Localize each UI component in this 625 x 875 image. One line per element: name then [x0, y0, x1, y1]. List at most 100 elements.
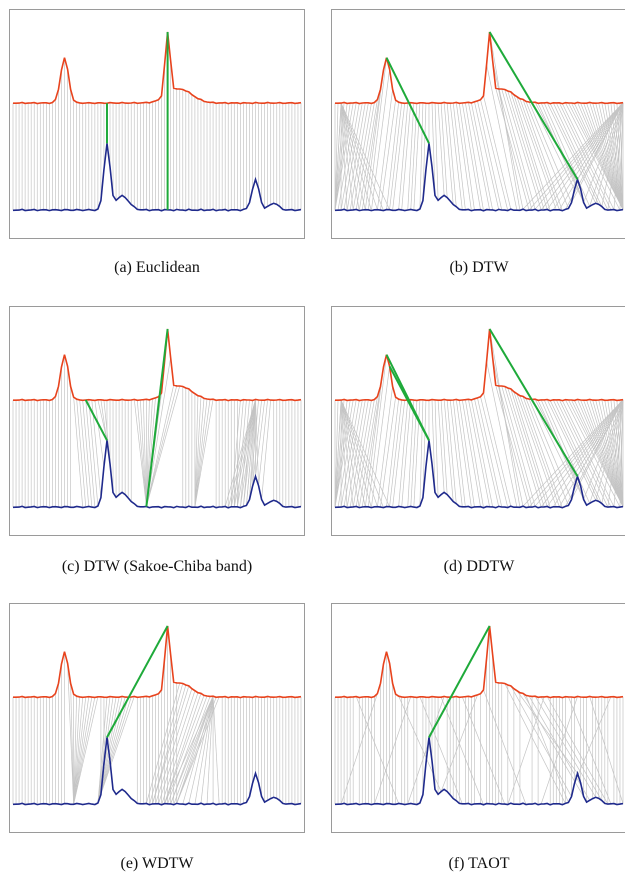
alignment-line — [483, 95, 512, 210]
alignment-line — [334, 399, 345, 508]
alignment-line — [194, 696, 214, 805]
alignment-line — [76, 399, 87, 508]
alignment-line — [440, 697, 484, 805]
alignment-line — [194, 399, 214, 508]
alignment-line — [516, 393, 557, 507]
alignment-line — [73, 696, 81, 805]
alignment-line — [340, 400, 354, 507]
panel-wdtw — [9, 603, 305, 833]
alignment-line — [422, 400, 427, 498]
alignment-line — [227, 399, 256, 508]
alignment-line — [607, 399, 624, 508]
alignment-line — [212, 696, 220, 804]
alignment-line — [528, 399, 624, 508]
caption-euclidean: (a) Euclidean — [114, 259, 200, 276]
alignment-line — [583, 103, 624, 210]
alignment-line — [364, 366, 384, 507]
alignment-line — [200, 696, 214, 804]
alignment-line — [525, 101, 569, 209]
alignment-line — [194, 398, 208, 508]
alignment-line — [340, 103, 366, 210]
alignment-line — [249, 399, 256, 500]
alignment-line — [546, 696, 609, 805]
alignment-line — [398, 399, 409, 507]
alignment-line — [173, 696, 214, 805]
alignment-line — [461, 102, 481, 210]
alignment-line — [492, 60, 524, 210]
alignment-line — [389, 399, 403, 507]
alignment-line — [565, 399, 624, 507]
alignment-line — [522, 399, 624, 507]
alignment-line — [398, 102, 409, 210]
alignment-line — [170, 696, 211, 805]
alignment-line — [340, 400, 366, 507]
alignment-line — [374, 696, 412, 804]
alignment-line — [410, 400, 418, 507]
alignment-line — [501, 88, 536, 210]
alignment-line — [334, 102, 345, 211]
alignment-line — [574, 400, 624, 507]
alignment-line — [139, 400, 147, 507]
alignment-line — [389, 102, 403, 210]
bottom-series — [12, 440, 302, 509]
alignment-line — [97, 696, 135, 804]
alignment-line — [255, 399, 259, 486]
highlight-alignment — [145, 328, 169, 507]
alignment-line — [340, 103, 360, 211]
alignment-line — [392, 103, 406, 211]
alignment-line — [334, 103, 339, 211]
alignment-line — [589, 696, 624, 804]
alignment-line — [607, 102, 624, 211]
bottom-series — [334, 737, 624, 806]
alignment-line — [419, 399, 424, 506]
alignment-line — [501, 385, 536, 507]
alignment-line — [601, 399, 624, 504]
alignment-line — [97, 697, 129, 804]
alignment-line — [255, 400, 265, 477]
alignment-line — [543, 102, 590, 207]
alignment-line — [233, 399, 256, 507]
alignment-line — [79, 399, 90, 507]
alignment-line — [534, 102, 624, 210]
alignment-line — [598, 399, 624, 507]
alignment-line — [513, 94, 551, 211]
alignment-line — [601, 102, 624, 207]
alignment-line — [143, 399, 147, 507]
alignment-plot — [334, 31, 624, 212]
alignment-line — [97, 697, 108, 804]
alignment-line — [443, 102, 454, 205]
alignment-line — [224, 399, 256, 507]
alignment-line — [419, 696, 463, 804]
top-series — [13, 31, 302, 105]
alignment-line — [589, 399, 624, 504]
alignment-line — [492, 357, 524, 507]
alignment-line — [367, 57, 387, 210]
alignment-line — [67, 663, 74, 805]
alignment-line — [546, 399, 597, 501]
highlight-alignment — [385, 57, 430, 144]
alignment-line — [552, 399, 624, 507]
alignment-line — [73, 696, 90, 805]
alignment-line — [194, 396, 202, 508]
alignment-line — [540, 102, 624, 211]
alignment-line — [340, 103, 372, 211]
alignment-line — [619, 102, 624, 211]
alignment-line — [507, 387, 545, 507]
alignment-line — [97, 696, 111, 804]
alignment-line — [468, 399, 490, 507]
caption-dtw: (b) DTW — [449, 259, 509, 276]
alignment-line — [458, 103, 475, 210]
alignment-line — [164, 693, 202, 804]
alignment-line — [97, 697, 117, 804]
alignment-line — [230, 399, 256, 507]
alignment-line — [498, 385, 533, 508]
alignment-line — [340, 102, 390, 210]
alignment-line — [540, 696, 578, 805]
alignment-line — [407, 400, 415, 508]
alignment-line — [589, 102, 624, 210]
alignment-line — [449, 400, 463, 507]
alignment-line — [73, 697, 84, 805]
alignment-line — [167, 695, 208, 804]
alignment-line — [571, 102, 624, 210]
alignment-line — [443, 399, 454, 502]
